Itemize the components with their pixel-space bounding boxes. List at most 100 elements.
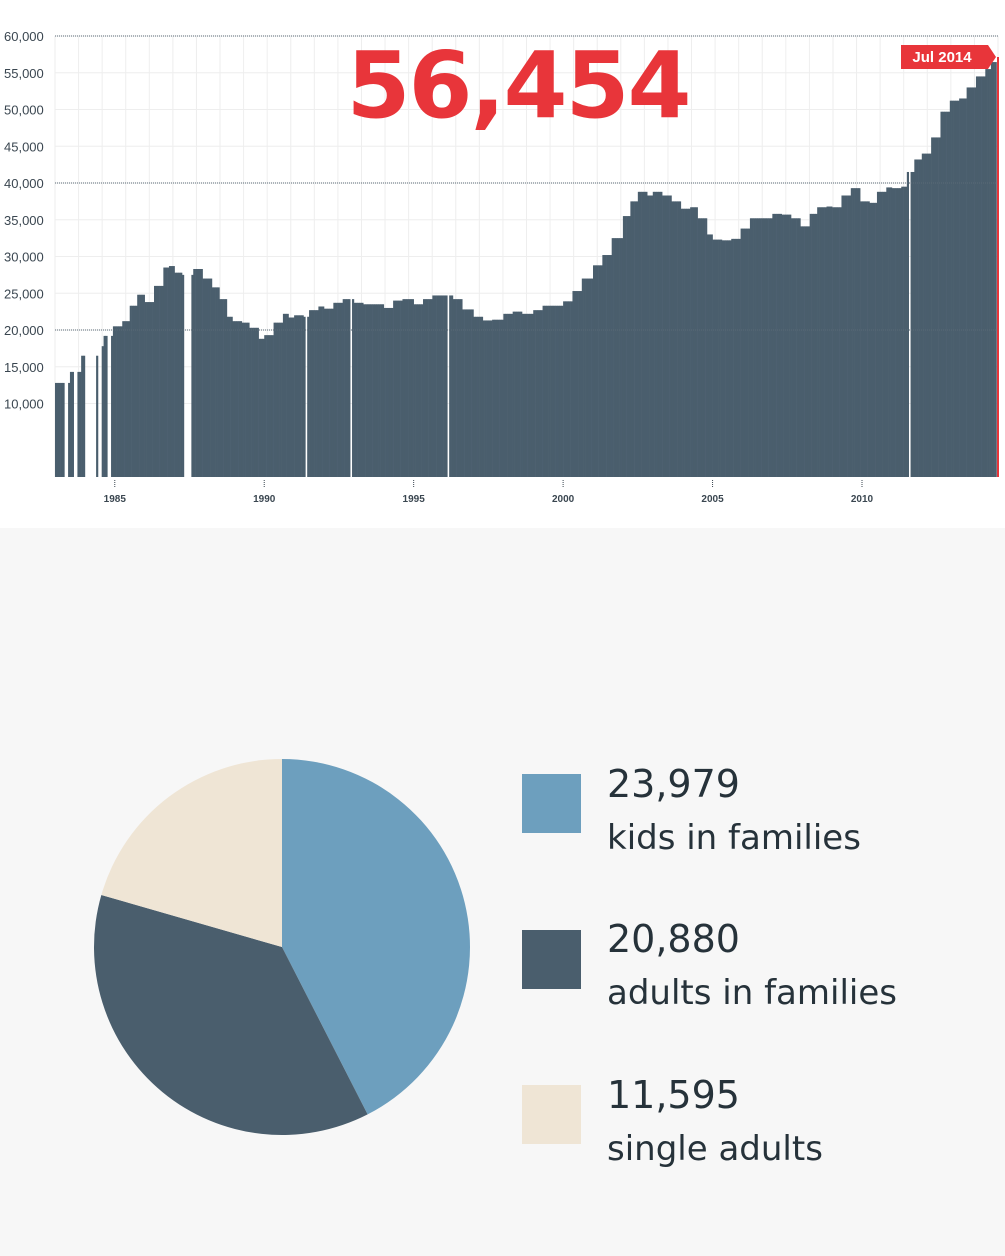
area-step: [320, 306, 323, 477]
pie-slice-single-adults: [101, 759, 282, 947]
area-step: [888, 187, 891, 477]
area-step: [525, 313, 528, 477]
latest-date-tag-shape: [901, 45, 996, 69]
area-step: [68, 382, 71, 477]
population-breakdown-panel: 23,979 kids in families 20,880 adults in…: [0, 528, 1005, 1256]
area-step: [301, 315, 304, 477]
area-step: [344, 299, 347, 477]
area-step: [811, 213, 814, 477]
area-step: [890, 187, 893, 477]
area-step: [942, 111, 945, 477]
area-step: [493, 319, 497, 477]
area-step: [680, 208, 683, 477]
area-step: [824, 207, 827, 477]
area-step: [714, 239, 717, 477]
area-step: [568, 301, 571, 477]
area-step: [486, 320, 489, 477]
area-step: [353, 302, 357, 477]
area-step: [994, 62, 997, 477]
area-step: [295, 315, 299, 477]
area-step: [389, 307, 392, 477]
area-step: [307, 316, 310, 477]
area-step: [277, 322, 280, 477]
area-step: [363, 304, 366, 477]
area-step: [245, 322, 248, 477]
area-step: [488, 320, 491, 477]
area-step: [146, 302, 149, 477]
area-step: [81, 355, 84, 477]
area-step: [817, 207, 820, 477]
area-step: [477, 316, 480, 477]
area-step: [125, 321, 129, 477]
area-step: [663, 195, 667, 477]
area-step: [845, 195, 848, 477]
area-step: [609, 255, 612, 477]
pie-layer: [93, 759, 470, 1135]
area-step: [606, 255, 609, 477]
area-step: [548, 305, 551, 477]
homeless-population-area-chart: 10,000 15,000 20,000 25,000 30,000 35,000 40,0…: [0, 0, 1005, 528]
area-step: [193, 268, 196, 477]
area-step: [923, 153, 926, 477]
axis-layer: 10,000 15,000 20,000 25,000 30,000 35,000 40,0…: [4, 29, 998, 505]
area-step: [361, 302, 364, 477]
area-step: [150, 302, 153, 477]
area-step: [572, 291, 575, 477]
area-step: [544, 305, 547, 477]
area-step: [490, 320, 493, 477]
area-step: [368, 304, 372, 477]
area-step: [428, 299, 431, 477]
area-step: [637, 191, 641, 477]
area-step: [479, 316, 482, 477]
area-step: [658, 191, 661, 477]
area-step: [299, 315, 302, 477]
y-tick-label: 20,000: [4, 323, 44, 338]
area-step: [103, 335, 106, 477]
area-step: [254, 327, 258, 477]
area-step: [789, 214, 792, 478]
area-step: [634, 201, 637, 477]
area-step: [288, 317, 291, 477]
area-step: [122, 321, 125, 477]
legend-swatch-single-adults: [522, 1085, 581, 1144]
pie-slice-adults-in-families: [93, 894, 368, 1135]
area-step: [335, 302, 338, 477]
area-step: [852, 188, 855, 477]
area-step: [843, 195, 846, 477]
area-step: [111, 335, 114, 477]
area-step: [452, 299, 456, 477]
area-step: [271, 335, 274, 477]
area-step: [460, 299, 463, 477]
area-step: [626, 216, 629, 477]
area-step: [791, 218, 794, 477]
area-step: [286, 313, 289, 477]
area-step: [557, 305, 560, 477]
area-step: [208, 278, 211, 477]
area-step: [858, 188, 861, 477]
area-step: [854, 188, 857, 477]
area-step: [585, 278, 588, 477]
area-step: [331, 308, 334, 477]
area-step: [944, 111, 947, 477]
area-step: [981, 76, 984, 478]
area-step: [779, 213, 782, 477]
area-step: [413, 304, 416, 477]
area-step: [787, 214, 790, 478]
area-step: [697, 218, 700, 477]
area-step: [893, 188, 896, 477]
y-tick-label: 60,000: [4, 29, 44, 44]
area-step: [196, 268, 200, 477]
area-step: [148, 302, 151, 477]
area-step: [359, 302, 362, 477]
area-step: [260, 338, 263, 477]
area-step: [712, 239, 715, 477]
area-step: [159, 285, 162, 477]
area-step: [983, 76, 986, 478]
area-step: [327, 308, 330, 477]
area-step: [832, 207, 835, 477]
area-step: [598, 265, 601, 477]
area-step: [499, 319, 502, 477]
area-step: [522, 313, 525, 477]
area-step: [139, 294, 142, 477]
area-step: [538, 310, 541, 477]
